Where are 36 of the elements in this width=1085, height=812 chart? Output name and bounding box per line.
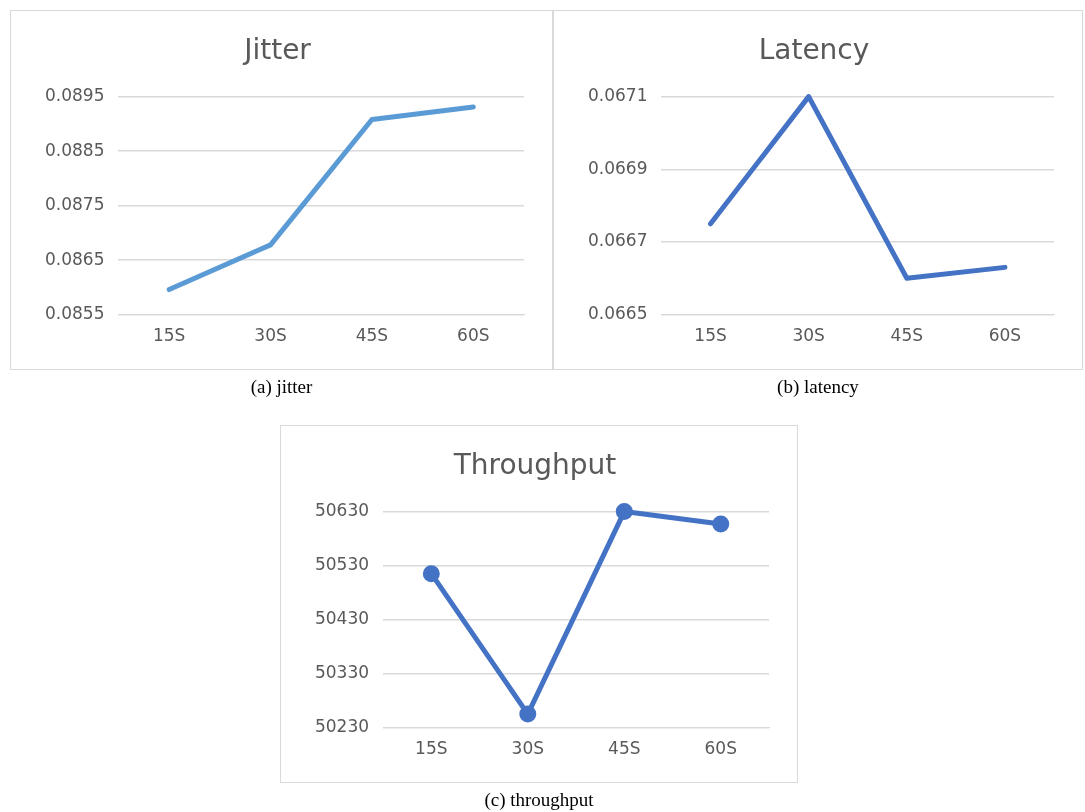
x-tick-label: 60S bbox=[988, 325, 1022, 346]
x-tick-label: 60S bbox=[457, 325, 490, 346]
y-tick-label: 0.0865 bbox=[45, 248, 105, 269]
x-tick-label: 45S bbox=[608, 738, 641, 759]
x-tick-label: 30S bbox=[792, 325, 825, 346]
point bbox=[712, 515, 730, 533]
y-tick-label: 0.0665 bbox=[588, 303, 648, 324]
text: (c) throughput bbox=[483, 789, 595, 811]
x-tick-label: 60S bbox=[704, 738, 737, 759]
text: (a) jitter bbox=[249, 376, 314, 398]
point bbox=[422, 565, 440, 583]
y-tick-label: 0.0671 bbox=[588, 85, 648, 106]
x-tick-label: 45S bbox=[355, 325, 389, 346]
point bbox=[519, 705, 537, 723]
y-tick-label: 0.0885 bbox=[45, 139, 105, 160]
x-tick-label: 15S bbox=[415, 738, 448, 759]
chart-title: Jitter bbox=[242, 33, 312, 67]
y-tick-label: 50330 bbox=[314, 662, 370, 683]
text: (b) latency bbox=[776, 376, 860, 398]
y-tick-label: 0.0895 bbox=[45, 85, 105, 106]
y-tick-label: 50430 bbox=[314, 608, 370, 629]
x-tick-label: 30S bbox=[254, 325, 287, 346]
y-tick-label: 50230 bbox=[314, 716, 370, 737]
chart-title: Throughput bbox=[452, 448, 617, 482]
y-tick-label: 0.0875 bbox=[45, 194, 105, 215]
x-tick-label: 30S bbox=[511, 738, 545, 759]
x-tick-label: 45S bbox=[890, 325, 924, 346]
y-tick-label: 50630 bbox=[314, 500, 370, 521]
y-tick-label: 50530 bbox=[314, 554, 370, 575]
x-tick-label: 15S bbox=[694, 325, 727, 346]
y-tick-label: 0.0669 bbox=[588, 157, 648, 178]
point bbox=[615, 503, 633, 521]
chart-title: Latency bbox=[758, 33, 870, 67]
x-tick-label: 15S bbox=[152, 325, 186, 346]
y-tick-label: 0.0667 bbox=[588, 230, 648, 251]
y-tick-label: 0.0855 bbox=[45, 303, 105, 324]
